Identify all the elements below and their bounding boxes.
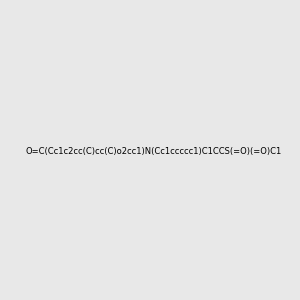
- Text: O=C(Cc1c2cc(C)cc(C)o2cc1)N(Cc1ccccc1)C1CCS(=O)(=O)C1: O=C(Cc1c2cc(C)cc(C)o2cc1)N(Cc1ccccc1)C1C…: [26, 147, 282, 156]
